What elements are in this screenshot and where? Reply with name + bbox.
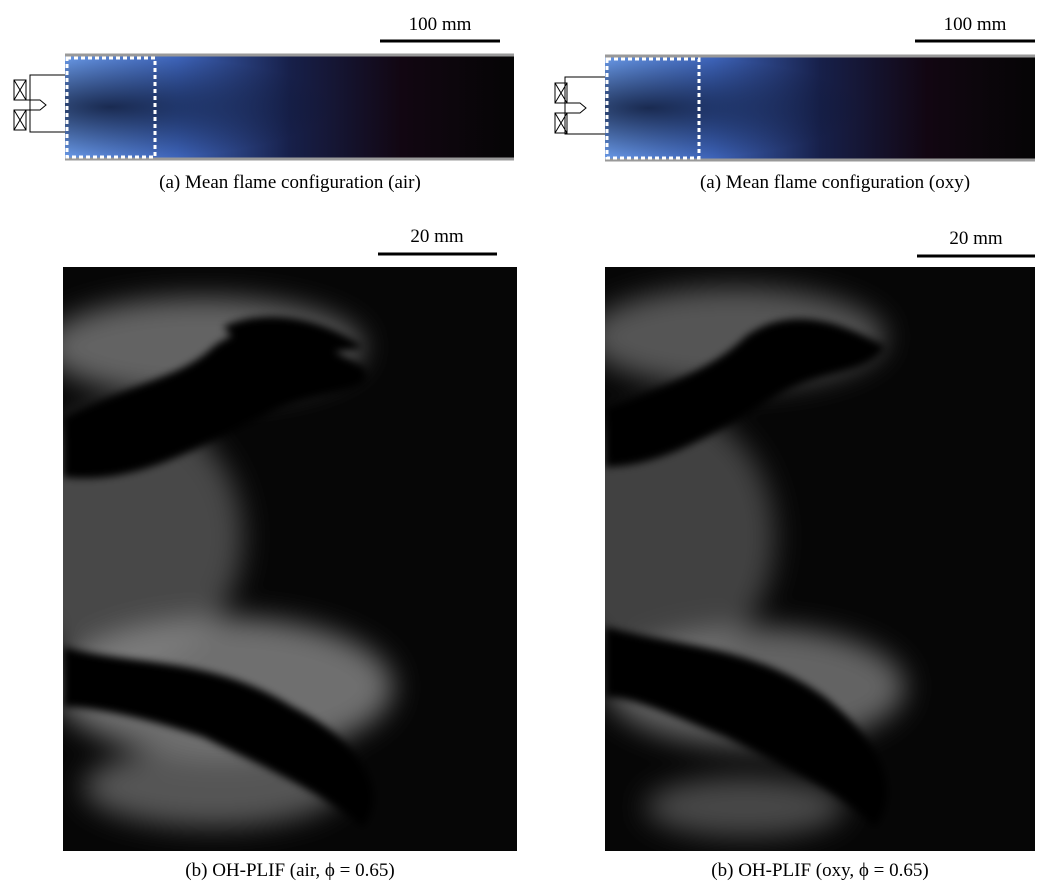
caption: (a) Mean flame configuration (air) xyxy=(159,172,421,193)
plif-panel-oxy: 20 mm (b) OH-PLIF (oxy, ϕ = 0.65) xyxy=(555,228,1035,881)
plif-image xyxy=(3,267,517,851)
flame-shade xyxy=(605,56,1035,160)
burner-sketch xyxy=(14,75,65,132)
scale-label: 100 mm xyxy=(409,14,472,35)
scale-label: 20 mm xyxy=(949,228,1003,249)
scale-label: 20 mm xyxy=(410,226,464,247)
caption: (b) OH-PLIF (oxy, ϕ = 0.65) xyxy=(711,860,928,881)
flame-panel-oxy: 100 mm (a) Mean flame configuration (oxy… xyxy=(555,14,1035,193)
caption: (a) Mean flame configuration (oxy) xyxy=(700,172,970,193)
figure: 100 mm (a) Mean flame configuration (air… xyxy=(0,0,1045,886)
plif-image xyxy=(555,267,1035,851)
scale-label: 100 mm xyxy=(944,14,1007,35)
plif-panel-air: 20 mm (b) OH-PLIF (air, ϕ = 0.65) xyxy=(3,226,517,881)
flame-panel-air: 100 mm (a) Mean flame configuration (air… xyxy=(14,14,514,193)
burner-sketch xyxy=(555,77,605,134)
caption: (b) OH-PLIF (air, ϕ = 0.65) xyxy=(185,860,394,881)
flame-shade xyxy=(65,55,514,159)
